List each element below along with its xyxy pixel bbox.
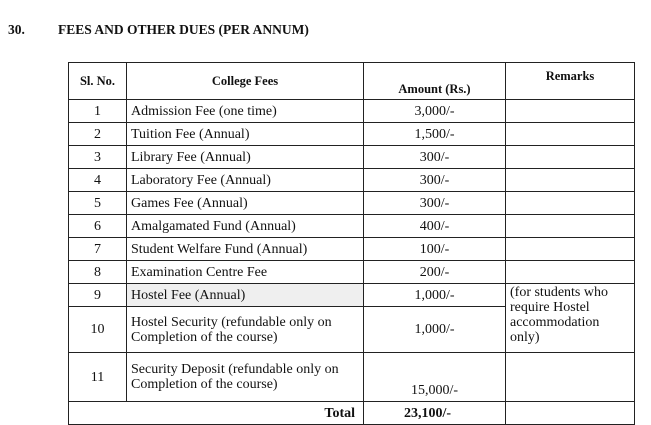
section-title: FEES AND OTHER DUES (PER ANNUM) [58, 22, 309, 37]
sl-no: 11 [68, 352, 127, 402]
table-row: 3 Library Fee (Annual) 300/- [68, 145, 635, 169]
table-header: Sl. No. College Fees Amount (Rs.) Remark… [68, 62, 635, 100]
sl-no: 7 [68, 237, 127, 261]
remark [505, 401, 635, 425]
remark [505, 145, 635, 169]
fee-name: Amalgamated Fund (Annual) [126, 214, 364, 238]
header-college-fees: College Fees [126, 62, 364, 100]
table-row: 7 Student Welfare Fund (Annual) 100/- [68, 237, 635, 261]
remark-hostel: (for students who require Hostel accommo… [505, 283, 635, 353]
remark [505, 191, 635, 215]
sl-no: 4 [68, 168, 127, 192]
fee-name: Laboratory Fee (Annual) [126, 168, 364, 192]
table-row: 1 Admission Fee (one time) 3,000/- [68, 99, 635, 123]
table-row: 6 Amalgamated Fund (Annual) 400/- [68, 214, 635, 238]
fee-name: Examination Centre Fee [126, 260, 364, 284]
fee-name: Games Fee (Annual) [126, 191, 364, 215]
sl-no: 8 [68, 260, 127, 284]
header-remarks: Remarks [505, 62, 635, 100]
header-amount: Amount (Rs.) [363, 62, 506, 100]
amount: 1,000/- [363, 306, 506, 353]
sl-no: 2 [68, 122, 127, 146]
remark [505, 168, 635, 192]
sl-no: 5 [68, 191, 127, 215]
fee-name: Student Welfare Fund (Annual) [126, 237, 364, 261]
remark [505, 260, 635, 284]
fee-name: Library Fee (Annual) [126, 145, 364, 169]
table-row: 2 Tuition Fee (Annual) 1,500/- [68, 122, 635, 146]
table-row: 5 Games Fee (Annual) 300/- [68, 191, 635, 215]
amount: 300/- [363, 168, 506, 192]
sl-no: 3 [68, 145, 127, 169]
fee-name: Hostel Security (refundable only on Comp… [126, 306, 364, 353]
remark [505, 122, 635, 146]
header-sl-no: Sl. No. [68, 62, 127, 100]
amount: 200/- [363, 260, 506, 284]
amount: 100/- [363, 237, 506, 261]
sl-no: 9 [68, 283, 127, 307]
sl-no: 6 [68, 214, 127, 238]
table-row: 8 Examination Centre Fee 200/- [68, 260, 635, 284]
amount: 1,500/- [363, 122, 506, 146]
remark [505, 99, 635, 123]
table-row: 4 Laboratory Fee (Annual) 300/- [68, 168, 635, 192]
total-label: Total [68, 401, 364, 425]
table-row: 11 Security Deposit (refundable only on C… [68, 352, 635, 402]
table-row: 10 Hostel Security (refundable only on Co… [68, 306, 635, 353]
amount: 300/- [363, 145, 506, 169]
sl-no: 10 [68, 306, 127, 353]
remark [505, 352, 635, 402]
section-number: 30. [8, 22, 25, 37]
fee-name: Security Deposit (refundable only on Com… [126, 352, 364, 402]
remark [505, 237, 635, 261]
table-row: 9 Hostel Fee (Annual) 1,000/- (for students… [68, 283, 635, 353]
amount: 300/- [363, 191, 506, 215]
amount: 3,000/- [363, 99, 506, 123]
fee-name: Admission Fee (one time) [126, 99, 364, 123]
remark [505, 214, 635, 238]
total-row: Total 23,100/- [68, 401, 635, 425]
total-amount: 23,100/- [363, 401, 506, 425]
amount: 1,000/- [363, 283, 506, 307]
fees-table: Sl. No. College Fees Amount (Rs.) Remark… [68, 62, 635, 425]
amount: 15,000/- [363, 352, 506, 402]
sl-no: 1 [68, 99, 127, 123]
amount: 400/- [363, 214, 506, 238]
fee-name: Tuition Fee (Annual) [126, 122, 364, 146]
fee-name: Hostel Fee (Annual) [126, 283, 364, 307]
